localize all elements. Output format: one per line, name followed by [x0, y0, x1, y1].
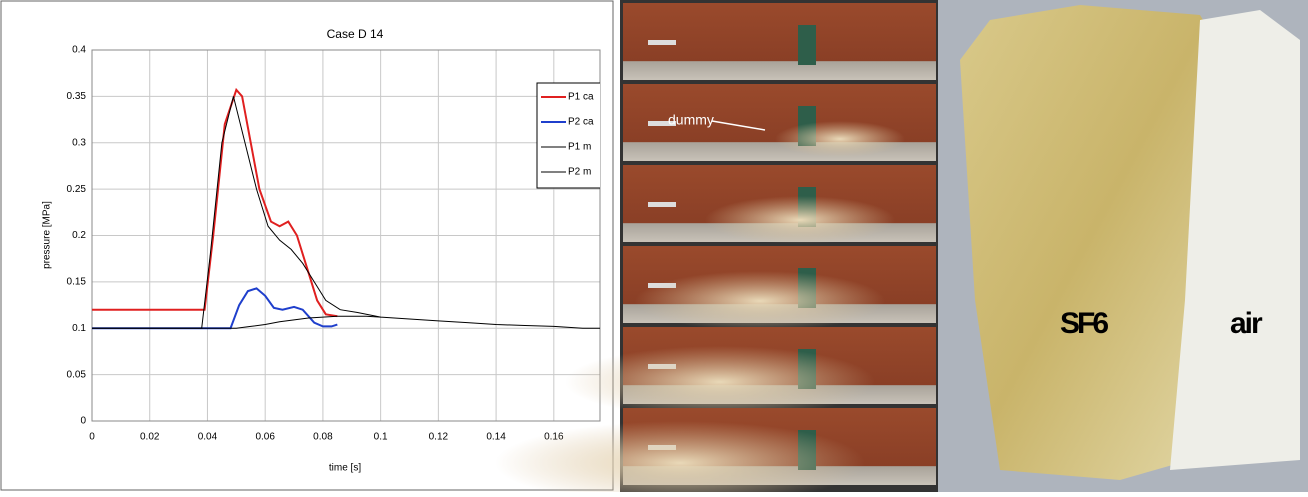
series-line: [92, 315, 381, 329]
x-tick-label: 0.14: [486, 432, 506, 443]
smoke: [635, 271, 885, 331]
dummy-label: dummy: [668, 112, 714, 128]
smoke: [495, 421, 865, 497]
shirt-photo: SF6 air: [938, 0, 1308, 492]
legend-box: [536, 82, 600, 189]
x-tick-label: 0.12: [429, 432, 449, 443]
legend-label: P1 m: [568, 142, 591, 153]
y-tick-label: 0.25: [67, 184, 87, 195]
x-tick-label: 0.04: [198, 432, 218, 443]
series-line: [92, 287, 338, 330]
video-frame: [623, 246, 936, 331]
smoke: [705, 196, 895, 244]
x-axis-label: time [s]: [329, 463, 361, 474]
chart-title: Case D 14: [327, 27, 384, 41]
air-shirt: [1170, 10, 1300, 470]
plot: 0 0.05 0.1 0.15 0.2 0.25 0.3 0.35 0.4 0 0.02 0.04 0.…: [67, 45, 601, 443]
video-frame: [495, 408, 936, 497]
x-tick-label: 0.06: [255, 432, 275, 443]
y-axis-label: pressure [MPa]: [42, 201, 53, 269]
x-tick-label: 0.08: [313, 432, 333, 443]
photo-strip: dummy: [495, 0, 938, 497]
smoke: [775, 121, 905, 157]
frame-sign: [648, 121, 676, 126]
dummy-arrow: [711, 120, 766, 131]
plot-border: [91, 49, 601, 422]
legend-label: P1 ca: [568, 92, 594, 103]
x-tick-label: 0.1: [374, 432, 388, 443]
y-tick-label: 0.1: [72, 323, 86, 334]
frame-door: [798, 25, 816, 65]
y-tick-label: 0: [80, 416, 86, 427]
video-frame: [623, 165, 936, 244]
legend-label: P2 m: [568, 167, 591, 178]
y-tick-label: 0.2: [72, 230, 86, 241]
series-line: [92, 96, 600, 329]
x-tick-label: 0: [89, 432, 95, 443]
video-frame: [565, 327, 936, 418]
frame-sign: [648, 202, 676, 207]
sf6-shirt: [960, 5, 1215, 480]
air-label: air: [1230, 307, 1263, 340]
series-line: [92, 87, 338, 318]
chart-frame: [0, 0, 614, 491]
y-tick-label: 0.3: [72, 137, 86, 148]
x-tick-label: 0.02: [140, 432, 160, 443]
y-tick-label: 0.35: [67, 91, 87, 102]
video-frame: [623, 84, 936, 161]
y-tick-label: 0.15: [67, 277, 87, 288]
frames: [495, 3, 936, 497]
video-frame: [623, 3, 936, 80]
y-tick-label: 0.05: [67, 369, 87, 380]
frame-sign: [648, 40, 676, 45]
legend: P1 ca P2 ca P1 m P2 m: [536, 82, 600, 189]
legend-label: P2 ca: [568, 117, 594, 128]
y-tick-label: 0.4: [72, 45, 86, 56]
smoke: [565, 346, 875, 418]
sf6-label: SF6: [1060, 307, 1108, 340]
